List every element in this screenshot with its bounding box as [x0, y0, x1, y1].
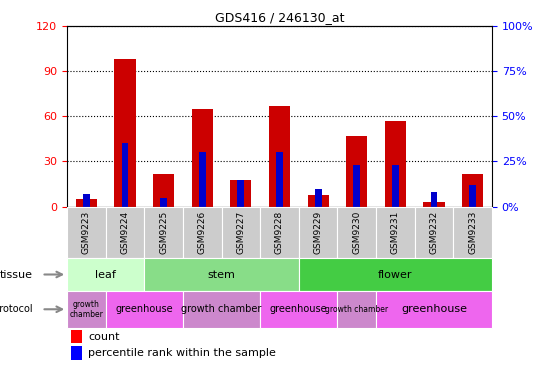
Bar	[376, 291, 492, 328]
Bar	[469, 185, 476, 207]
Text: percentile rank within the sample: percentile rank within the sample	[88, 348, 276, 358]
Bar	[153, 173, 174, 207]
Bar	[307, 195, 329, 207]
Bar	[415, 207, 453, 258]
Text: GSM9230: GSM9230	[352, 211, 361, 254]
Bar	[160, 198, 167, 207]
Bar	[221, 207, 260, 258]
Bar	[423, 202, 444, 207]
Bar	[72, 346, 82, 359]
Text: leaf: leaf	[95, 269, 116, 280]
Bar	[83, 194, 90, 207]
Text: greenhouse: greenhouse	[116, 304, 173, 314]
Bar	[453, 207, 492, 258]
Bar	[260, 291, 338, 328]
Bar	[276, 152, 283, 207]
Bar	[72, 330, 82, 343]
Title: GDS416 / 246130_at: GDS416 / 246130_at	[215, 11, 344, 25]
Bar	[315, 189, 321, 207]
Text: GSM9229: GSM9229	[314, 211, 323, 254]
Bar	[183, 207, 221, 258]
Bar	[392, 165, 399, 207]
Bar	[299, 207, 338, 258]
Bar	[430, 192, 438, 207]
Bar	[106, 291, 183, 328]
Bar	[67, 207, 106, 258]
Text: GSM9223: GSM9223	[82, 211, 91, 254]
Text: greenhouse: greenhouse	[401, 304, 467, 314]
Text: GSM9232: GSM9232	[429, 211, 438, 254]
Bar	[144, 258, 299, 291]
Text: GSM9225: GSM9225	[159, 211, 168, 254]
Bar	[269, 106, 290, 207]
Text: count: count	[88, 332, 120, 341]
Bar	[238, 180, 244, 207]
Text: growth
chamber: growth chamber	[69, 299, 103, 319]
Text: GSM9224: GSM9224	[121, 211, 130, 254]
Bar	[338, 207, 376, 258]
Bar	[462, 173, 483, 207]
Bar	[192, 109, 213, 207]
Bar	[67, 258, 144, 291]
Text: GSM9231: GSM9231	[391, 211, 400, 254]
Bar	[67, 291, 106, 328]
Bar	[106, 207, 144, 258]
Bar	[346, 136, 367, 207]
Text: GSM9227: GSM9227	[236, 211, 245, 254]
Text: tissue: tissue	[0, 269, 33, 280]
Text: growth protocol: growth protocol	[0, 304, 33, 314]
Bar	[121, 143, 129, 207]
Bar	[183, 291, 260, 328]
Bar	[144, 207, 183, 258]
Text: stem: stem	[207, 269, 235, 280]
Bar	[299, 258, 492, 291]
Bar	[115, 59, 136, 207]
Bar	[338, 291, 376, 328]
Bar	[385, 121, 406, 207]
Bar	[199, 152, 206, 207]
Text: GSM9233: GSM9233	[468, 211, 477, 254]
Bar	[353, 165, 360, 207]
Text: growth chamber: growth chamber	[325, 305, 389, 314]
Text: growth chamber: growth chamber	[181, 304, 262, 314]
Bar	[260, 207, 299, 258]
Text: GSM9226: GSM9226	[198, 211, 207, 254]
Text: flower: flower	[378, 269, 413, 280]
Bar	[76, 199, 97, 207]
Text: greenhouse: greenhouse	[270, 304, 328, 314]
Text: GSM9228: GSM9228	[275, 211, 284, 254]
Bar	[230, 180, 252, 207]
Bar	[376, 207, 415, 258]
